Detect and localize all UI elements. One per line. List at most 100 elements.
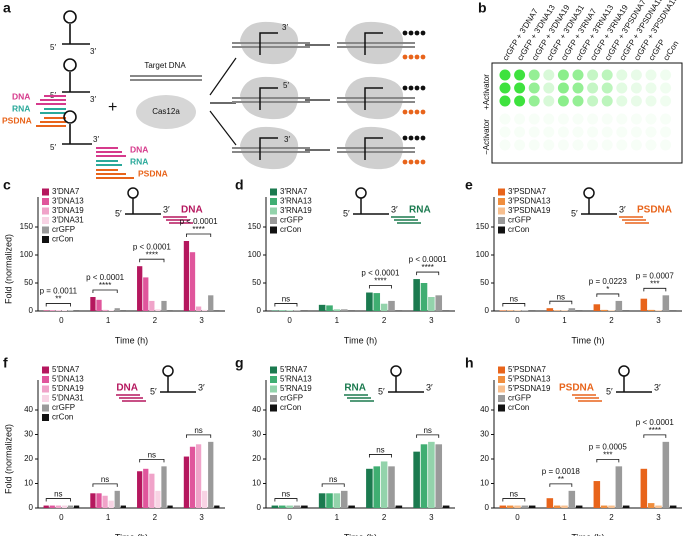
well bbox=[645, 139, 657, 151]
bar bbox=[388, 300, 395, 311]
well bbox=[630, 82, 642, 94]
significance-bracket bbox=[92, 289, 118, 293]
end-label: 5′ bbox=[571, 208, 578, 218]
significance-label: ns bbox=[282, 295, 290, 304]
legend-swatch bbox=[498, 404, 505, 412]
activator-label: RNA bbox=[130, 156, 148, 166]
bar bbox=[73, 310, 80, 311]
bar bbox=[561, 505, 568, 508]
well bbox=[616, 95, 628, 107]
bar bbox=[293, 505, 301, 508]
legend-label: 5′DNA13 bbox=[52, 375, 84, 384]
construct bbox=[353, 198, 389, 215]
x-tick-label: 1 bbox=[335, 513, 340, 522]
well bbox=[528, 95, 540, 107]
end-label: 3′ bbox=[282, 23, 288, 32]
x-tick-label: 2 bbox=[153, 513, 158, 522]
significance-label: ns bbox=[510, 295, 518, 304]
end-label: 3′ bbox=[90, 95, 96, 104]
significance-label: *** bbox=[603, 450, 612, 459]
legend-label: 3′PSDNA13 bbox=[508, 197, 551, 206]
bar bbox=[380, 461, 388, 508]
reporter bbox=[402, 109, 408, 115]
p-value: p = 0.0005 bbox=[589, 442, 628, 451]
bar bbox=[155, 490, 161, 508]
reporter bbox=[408, 159, 414, 165]
y-tick-label: 20 bbox=[24, 454, 33, 463]
legend-label: 3′PSDNA7 bbox=[508, 187, 547, 196]
well bbox=[645, 69, 657, 81]
well bbox=[514, 139, 526, 151]
well bbox=[557, 139, 569, 151]
bar bbox=[528, 505, 536, 508]
legend-swatch bbox=[498, 366, 505, 374]
legend-label: crGFP bbox=[280, 216, 303, 225]
significance-label: **** bbox=[99, 281, 111, 290]
bar bbox=[202, 490, 208, 508]
crrna bbox=[62, 24, 90, 45]
bar bbox=[73, 505, 80, 508]
end-label: 5′ bbox=[606, 386, 613, 396]
legend-label: 3′RNA13 bbox=[280, 197, 312, 206]
activator-label: PSDNA bbox=[2, 115, 32, 125]
bar bbox=[413, 451, 420, 508]
bar bbox=[561, 310, 568, 311]
significance-bracket bbox=[274, 303, 298, 307]
reporter bbox=[420, 159, 426, 165]
complexes bbox=[232, 21, 426, 170]
bar bbox=[183, 456, 190, 508]
bar bbox=[506, 310, 514, 311]
reporter bbox=[402, 54, 408, 60]
well bbox=[528, 82, 540, 94]
well bbox=[630, 95, 642, 107]
well bbox=[499, 113, 511, 125]
legend-label: 3′PSDNA19 bbox=[508, 206, 551, 215]
bar bbox=[435, 444, 443, 508]
well bbox=[543, 82, 555, 94]
crrna bbox=[259, 87, 278, 110]
bar bbox=[514, 310, 521, 311]
well bbox=[514, 126, 526, 138]
legend-label: 5′PSDNA7 bbox=[508, 365, 547, 374]
bar bbox=[553, 505, 561, 508]
y-tick-label: 40 bbox=[24, 405, 33, 414]
reporter bbox=[408, 109, 414, 115]
bar bbox=[326, 493, 333, 508]
legend-swatch bbox=[270, 385, 277, 393]
bar bbox=[149, 473, 155, 508]
bar bbox=[348, 505, 355, 508]
legend-swatch bbox=[270, 207, 277, 215]
well bbox=[660, 69, 672, 81]
reporter bbox=[408, 54, 414, 60]
end-label: 3′ bbox=[90, 47, 96, 56]
significance-label: ns bbox=[557, 292, 565, 301]
activator-strands bbox=[36, 95, 66, 127]
significance-label: **** bbox=[192, 225, 204, 234]
bar bbox=[149, 300, 155, 311]
bar bbox=[90, 493, 96, 508]
bar bbox=[647, 309, 655, 311]
x-tick-label: 2 bbox=[153, 316, 158, 325]
reporter bbox=[414, 109, 420, 115]
significance-label: ns bbox=[329, 475, 337, 484]
x-axis-label: Time (h) bbox=[344, 532, 377, 536]
bar bbox=[655, 505, 662, 508]
end-label: 5′ bbox=[150, 386, 157, 396]
x-tick-label: 1 bbox=[106, 513, 111, 522]
bar bbox=[208, 441, 214, 508]
well bbox=[645, 82, 657, 94]
y-tick-label: 0 bbox=[485, 503, 490, 512]
significance-bracket bbox=[186, 434, 212, 438]
bar bbox=[214, 505, 220, 508]
well bbox=[601, 82, 613, 94]
cas12a bbox=[136, 95, 196, 129]
construct-label: RNA bbox=[409, 205, 431, 216]
enzyme-label: Cas12a bbox=[152, 107, 180, 116]
well bbox=[499, 139, 511, 151]
bar bbox=[114, 308, 120, 311]
legend-swatch bbox=[270, 217, 277, 224]
legend-swatch bbox=[498, 395, 505, 402]
y-tick-label: 30 bbox=[252, 430, 261, 439]
construct bbox=[581, 198, 617, 215]
